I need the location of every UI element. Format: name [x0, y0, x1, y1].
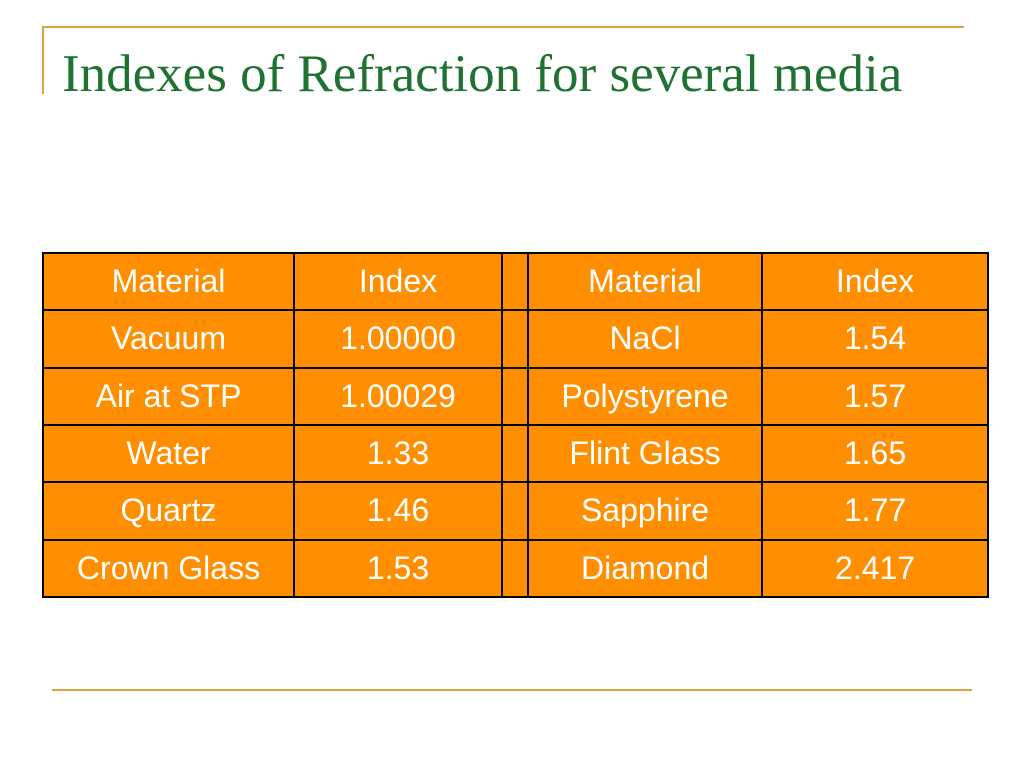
spacer-cell: [501, 423, 529, 484]
table-row: Vacuum 1.00000 NaCl 1.54: [42, 309, 989, 369]
material-cell: Air at STP: [42, 366, 295, 426]
material-cell: Quartz: [42, 481, 295, 541]
header-material-right: Material: [527, 251, 763, 312]
index-cell: 1.46: [293, 481, 503, 541]
table-header-row: Material Index Material Index: [42, 251, 989, 312]
table-row: Air at STP 1.00029 Polystyrene 1.57: [42, 366, 989, 426]
index-cell: 2.417: [761, 538, 989, 599]
index-cell: 1.00000: [293, 309, 503, 369]
material-cell: Vacuum: [42, 309, 295, 369]
spacer-cell: [501, 251, 529, 312]
slide-title: Indexes of Refraction for several media: [62, 45, 903, 103]
spacer-cell: [501, 538, 529, 599]
spacer-cell: [501, 309, 529, 369]
spacer-cell: [501, 366, 529, 426]
material-cell: Flint Glass: [527, 423, 763, 484]
table-row: Quartz 1.46 Sapphire 1.77: [42, 481, 989, 541]
slide-frame-left-rule: [42, 26, 44, 94]
material-cell: NaCl: [527, 309, 763, 369]
header-index-right: Index: [761, 251, 989, 312]
index-cell: 1.57: [761, 366, 989, 426]
index-cell: 1.00029: [293, 366, 503, 426]
material-cell: Crown Glass: [42, 538, 295, 599]
material-cell: Water: [42, 423, 295, 484]
index-cell: 1.33: [293, 423, 503, 484]
slide-frame-top-rule: [42, 26, 964, 28]
index-cell: 1.65: [761, 423, 989, 484]
header-index-left: Index: [293, 251, 503, 312]
material-cell: Polystyrene: [527, 366, 763, 426]
material-cell: Sapphire: [527, 481, 763, 541]
slide-frame-bottom-rule: [52, 689, 972, 691]
material-cell: Diamond: [527, 538, 763, 599]
index-cell: 1.77: [761, 481, 989, 541]
index-cell: 1.54: [761, 309, 989, 369]
index-cell: 1.53: [293, 538, 503, 599]
refraction-index-table: Material Index Material Index Vacuum 1.0…: [42, 251, 989, 599]
spacer-cell: [501, 481, 529, 541]
header-material-left: Material: [42, 251, 295, 312]
table-row: Crown Glass 1.53 Diamond 2.417: [42, 538, 989, 599]
table-row: Water 1.33 Flint Glass 1.65: [42, 423, 989, 484]
